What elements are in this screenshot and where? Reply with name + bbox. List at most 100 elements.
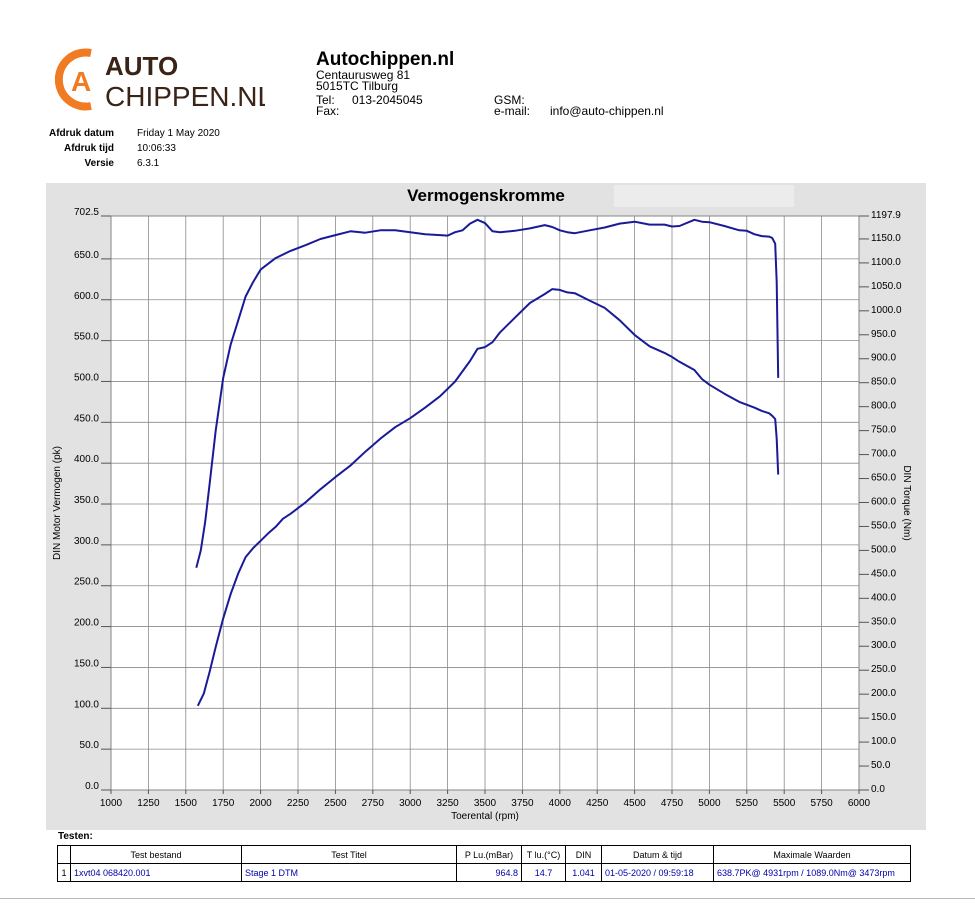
bottom-divider — [0, 898, 975, 899]
email-label: e-mail: — [494, 104, 531, 118]
x-tick-label: 2000 — [249, 798, 272, 809]
y-axis-right: 0.0 50.0 100.0 150.0 200.0 250.0 300.0 350.0 400… — [859, 210, 902, 795]
logo-text-bottom: CHIPPEN.NL — [105, 81, 265, 112]
x-tick-label: 3250 — [436, 798, 459, 809]
y-tick-label: 150.0 — [74, 658, 99, 669]
y2-tick-label: 550.0 — [871, 520, 896, 531]
x-tick-label: 2750 — [362, 798, 385, 809]
y2-tick-label: 0.0 — [871, 784, 885, 795]
y2-tick-label: 450.0 — [871, 568, 896, 579]
x-tick-label: 4500 — [623, 798, 646, 809]
row-pressure: 964.8 — [456, 863, 522, 882]
y-tick-label: 0.0 — [85, 781, 99, 792]
y2-tick-label: 900.0 — [871, 353, 896, 364]
table-row[interactable]: 1 1xvt04 068420.001 Stage 1 DTM 964.8 14… — [57, 863, 911, 882]
company-name: Autochippen.nl — [316, 49, 455, 70]
y2-tick-label: 600.0 — [871, 496, 896, 507]
company-city: 5015TC Tilburg — [316, 79, 399, 93]
gsm-label: GSM: — [494, 93, 525, 107]
x-axis: 1000 1250 1500 1750 2000 2250 2500 2750 3000 3250… — [100, 790, 871, 809]
y-tick-label: 600.0 — [74, 291, 99, 302]
email-value: info@auto-chippen.nl — [550, 104, 664, 118]
y2-tick-label: 1197.9 — [871, 210, 901, 221]
y2-axis-label: DIN Torque (Nm) — [901, 465, 912, 540]
y-tick-label: 500.0 — [74, 372, 99, 383]
company-logo: A AUTO CHIPPEN.NL — [55, 48, 265, 112]
y-tick-label: 400.0 — [74, 454, 99, 465]
x-tick-label: 3000 — [399, 798, 422, 809]
power-curve — [196, 288, 780, 707]
y2-tick-label: 200.0 — [871, 688, 896, 699]
y2-tick-label: 850.0 — [871, 377, 896, 388]
x-axis-label: Toerental (rpm) — [451, 811, 519, 822]
chart-panel: Vermogenskromme 0.0 50.0 100.0 150.0 200.0 25… — [46, 183, 926, 830]
logo-text-top: AUTO — [105, 51, 178, 81]
print-date-label: Afdruk datum — [49, 128, 114, 139]
tests-table: Test bestand Test Titel P Lu.(mBar) T lu… — [57, 845, 911, 882]
x-tick-label: 3500 — [474, 798, 497, 809]
x-tick-label: 1750 — [212, 798, 235, 809]
tel-label: Tel: — [316, 93, 335, 107]
y-tick-label: 250.0 — [74, 577, 99, 588]
col-din: DIN — [565, 845, 602, 864]
y2-tick-label: 750.0 — [871, 425, 896, 436]
col-index — [57, 845, 71, 864]
y-tick-label: 300.0 — [74, 536, 99, 547]
row-max: 638.7PK@ 4931rpm / 1089.0Nm@ 3473rpm — [713, 863, 911, 882]
col-file: Test bestand — [70, 845, 242, 864]
y-tick-label: 100.0 — [74, 699, 99, 710]
row-temp: 14.7 — [521, 863, 566, 882]
print-time-value: 10:06:33 — [137, 143, 176, 154]
chart-title: Vermogenskromme — [407, 186, 565, 205]
y-axis-label: DIN Motor Vermogen (pk) — [52, 446, 63, 560]
y2-tick-label: 1100.0 — [871, 257, 901, 268]
tel-value: 013-2045045 — [352, 93, 423, 107]
x-tick-label: 3750 — [511, 798, 534, 809]
logo-ring — [55, 48, 92, 111]
y2-tick-label: 950.0 — [871, 329, 896, 340]
grid — [110, 215, 860, 791]
x-tick-label: 5000 — [698, 798, 721, 809]
x-tick-label: 2500 — [324, 798, 347, 809]
gsm-block: GSM: e-mail: info@auto-chippen.nl — [494, 93, 664, 118]
y2-tick-label: 650.0 — [871, 473, 896, 484]
y2-tick-label: 150.0 — [871, 712, 896, 723]
print-time-label: Afdruk tijd — [64, 143, 114, 154]
y-tick-label: 50.0 — [80, 740, 100, 751]
col-pressure: P Lu.(mBar) — [456, 845, 522, 864]
row-title: Stage 1 DTM — [241, 863, 457, 882]
y-tick-label: 702.5 — [74, 207, 99, 218]
col-title: Test Titel — [241, 845, 457, 864]
y-tick-label: 650.0 — [74, 250, 99, 261]
col-max: Maximale Waarden — [713, 845, 911, 864]
x-tick-label: 1000 — [100, 798, 123, 809]
x-tick-label: 5750 — [810, 798, 833, 809]
series-lines — [195, 218, 780, 707]
x-tick-label: 4750 — [661, 798, 684, 809]
y-tick-label: 350.0 — [74, 495, 99, 506]
y2-tick-label: 250.0 — [871, 664, 896, 675]
tests-header-row: Test bestand Test Titel P Lu.(mBar) T lu… — [57, 845, 911, 864]
row-datetime: 01-05-2020 / 09:59:18 — [601, 863, 714, 882]
y-tick-label: 200.0 — [74, 618, 99, 629]
row-file: 1xvt04 068420.001 — [70, 863, 242, 882]
dyno-chart: 0.0 50.0 100.0 150.0 200.0 250.0 300.0 350.0 400… — [52, 207, 912, 822]
title-blank-box — [614, 185, 794, 207]
y2-tick-label: 1000.0 — [871, 305, 902, 316]
col-datetime: Datum & tijd — [601, 845, 714, 864]
y2-tick-label: 1050.0 — [871, 281, 902, 292]
print-date-value: Friday 1 May 2020 — [137, 128, 220, 139]
company-street: Centaurusweg 81 — [316, 68, 411, 82]
y2-tick-label: 50.0 — [871, 760, 891, 771]
contact-info: Tel: 013-2045045 Fax: — [316, 93, 494, 118]
row-index: 1 — [57, 863, 71, 882]
x-tick-label: 1250 — [137, 798, 160, 809]
y2-tick-label: 400.0 — [871, 592, 896, 603]
version-value: 6.3.1 — [137, 158, 160, 169]
x-tick-label: 1500 — [175, 798, 198, 809]
fax-label: Fax: — [316, 104, 340, 118]
torque-curve — [195, 218, 780, 568]
x-tick-label: 4000 — [549, 798, 572, 809]
print-meta: Afdruk datum Friday 1 May 2020 Afdruk tij… — [40, 128, 220, 173]
y-tick-label: 450.0 — [74, 413, 99, 424]
